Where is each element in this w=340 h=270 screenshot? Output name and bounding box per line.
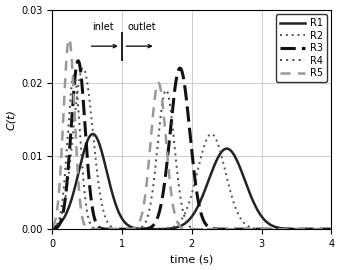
R3 [324, 228, 328, 231]
R2 [99, 197, 103, 200]
R5 [157, 83, 162, 86]
R3 [50, 227, 54, 231]
R2 [324, 228, 328, 231]
R3 [294, 228, 298, 231]
R1 [157, 227, 162, 231]
R5 [294, 228, 298, 231]
R3 [329, 228, 334, 231]
R4 [329, 228, 334, 231]
R5 [169, 194, 173, 197]
R2 [82, 68, 86, 71]
R4 [169, 115, 173, 119]
R1 [50, 226, 54, 230]
Line: R5: R5 [52, 39, 332, 229]
R2 [294, 228, 298, 231]
Text: inlet: inlet [92, 22, 113, 32]
R4 [99, 228, 103, 231]
Line: R2: R2 [52, 68, 332, 229]
R5 [99, 228, 103, 231]
R5 [67, 37, 71, 40]
R1 [329, 228, 334, 231]
R1 [82, 149, 86, 152]
R4 [72, 74, 76, 77]
R4 [294, 228, 298, 231]
R4 [50, 227, 54, 230]
R2 [329, 228, 334, 231]
R2 [169, 226, 173, 229]
R3 [76, 59, 80, 62]
R5 [82, 223, 86, 226]
Line: R3: R3 [52, 61, 332, 229]
R2 [50, 226, 54, 230]
R1 [294, 228, 298, 231]
R4 [157, 126, 162, 129]
R1 [99, 147, 103, 150]
R3 [169, 117, 173, 120]
Line: R4: R4 [52, 75, 332, 229]
X-axis label: time (s): time (s) [170, 254, 214, 264]
Line: R1: R1 [52, 134, 332, 229]
R1 [169, 227, 173, 230]
R2 [157, 227, 162, 231]
R4 [82, 187, 86, 191]
R1 [91, 132, 95, 136]
Y-axis label: C(t): C(t) [5, 109, 16, 130]
R3 [82, 113, 86, 116]
R3 [157, 210, 162, 213]
Text: outlet: outlet [127, 22, 156, 32]
R3 [99, 227, 103, 230]
R5 [329, 228, 334, 231]
R4 [324, 228, 328, 231]
R2 [81, 66, 85, 70]
R1 [324, 228, 328, 231]
Legend: R1, R2, R3, R4, R5: R1, R2, R3, R4, R5 [276, 14, 326, 82]
R5 [324, 228, 328, 231]
R5 [50, 225, 54, 229]
